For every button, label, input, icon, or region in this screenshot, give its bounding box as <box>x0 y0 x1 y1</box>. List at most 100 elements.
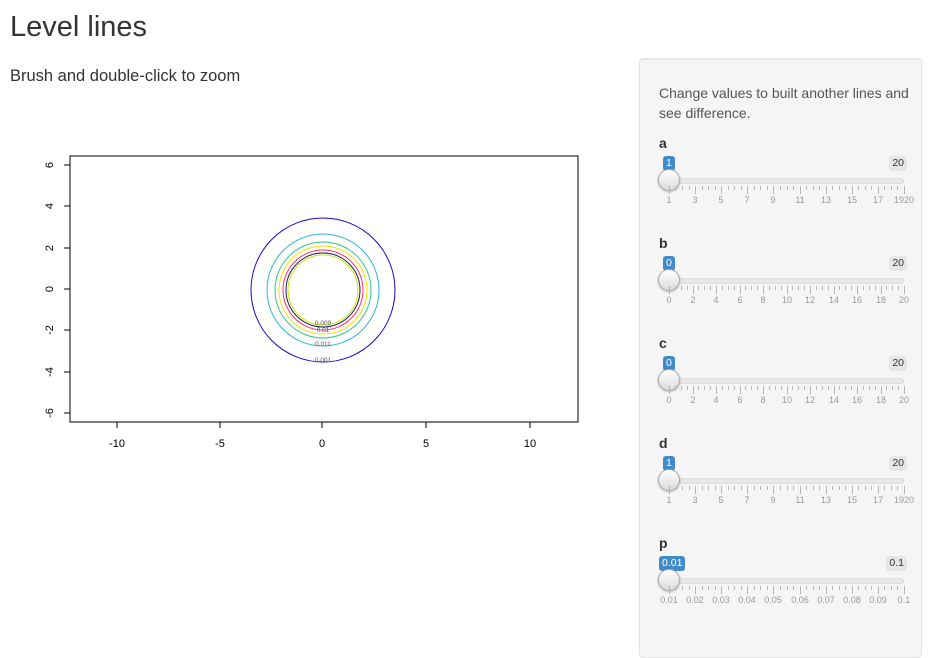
contour-label: 0.01 <box>317 327 330 334</box>
slider-major-tick <box>669 186 670 194</box>
slider-minor-tick <box>806 586 807 590</box>
slider-track[interactable] <box>669 278 904 284</box>
slider-minor-tick <box>793 186 794 190</box>
slider-track[interactable] <box>669 378 904 384</box>
slider-minor-tick <box>676 486 677 490</box>
slider-major-tick <box>693 386 694 394</box>
slider-minor-tick <box>839 286 840 290</box>
slider-minor-tick <box>845 486 846 490</box>
slider-track[interactable] <box>669 178 904 184</box>
slider-minor-tick <box>760 186 761 190</box>
slider-track[interactable] <box>669 578 904 584</box>
slider-minor-tick <box>819 586 820 590</box>
slider-major-tick <box>773 586 774 594</box>
y-tick-label: -6 <box>44 408 56 418</box>
slider-minor-tick <box>798 286 799 290</box>
slider-minor-tick <box>832 586 833 590</box>
y-tick-label: -4 <box>44 367 56 377</box>
y-tick-label: 4 <box>44 203 56 209</box>
slider-minor-tick <box>819 486 820 490</box>
slider-tick-label: 1920 <box>893 495 915 505</box>
level-lines-plot[interactable]: -10 -5 0 5 10 6 4 2 0 -2 -4 -6 0.009 0.01 0.011 0.001 <box>28 140 588 460</box>
slider-minor-tick <box>884 186 885 190</box>
slider-minor-tick <box>780 486 781 490</box>
slider-minor-tick <box>781 286 782 290</box>
slider-major-tick <box>669 286 670 294</box>
slider-major-tick <box>721 586 722 594</box>
slider-minor-tick <box>702 586 703 590</box>
slider-tick-label: 14 <box>828 395 840 405</box>
x-tick-label: 0 <box>319 438 325 450</box>
slider-minor-tick <box>839 186 840 190</box>
slider-tick-label: 3 <box>692 495 698 505</box>
slider-tick-label: 8 <box>760 395 766 405</box>
plot-box[interactable] <box>69 155 579 423</box>
slider-minor-tick <box>741 186 742 190</box>
slider-c[interactable]: c 0 20 0 2 4 6 8 10 12 14 16 18 20 <box>658 335 909 415</box>
slider-minor-tick <box>751 286 752 290</box>
slider-minor-tick <box>787 486 788 490</box>
slider-minor-tick <box>891 486 892 490</box>
slider-minor-tick <box>769 286 770 290</box>
slider-minor-tick <box>681 386 682 390</box>
slider-major-tick <box>810 286 811 294</box>
slider-minor-tick <box>897 186 898 190</box>
slider-tick-label: 0.1 <box>897 595 911 605</box>
slider-tick-label: 0.09 <box>869 595 887 605</box>
slider-major-tick <box>693 286 694 294</box>
slider-a[interactable]: a 1 20 1 3 5 7 9 11 13 15 17 1920 <box>658 135 914 215</box>
slider-p[interactable]: p 0.01 0.1 0.01 0.02 0.03 0.04 0.05 0.06 0.07 0.08… <box>658 535 910 615</box>
slider-minor-tick <box>710 286 711 290</box>
slider-tick-label: 5 <box>718 195 724 205</box>
page-subtitle: Brush and double-click to zoom <box>10 67 241 85</box>
slider-tick-label: 0.07 <box>817 595 835 605</box>
slider-major-tick <box>904 186 905 194</box>
slider-track[interactable] <box>669 478 904 484</box>
slider-major-tick <box>810 386 811 394</box>
slider-b[interactable]: b 0 20 0 2 4 6 8 10 12 14 16 18 20 <box>658 235 910 315</box>
slider-tick-label: 18 <box>875 295 887 305</box>
slider-minor-tick <box>897 486 898 490</box>
slider-minor-tick <box>710 386 711 390</box>
slider-tick-label: 1920 <box>893 195 915 205</box>
slider-minor-tick <box>858 486 859 490</box>
slider-major-tick <box>881 386 882 394</box>
slider-major-tick <box>904 286 905 294</box>
x-tick-label: -5 <box>215 438 225 450</box>
slider-tick-label: 4 <box>713 395 719 405</box>
slider-major-tick <box>826 586 827 594</box>
slider-minor-tick <box>676 586 677 590</box>
slider-minor-tick <box>775 286 776 290</box>
slider-major-tick <box>763 386 764 394</box>
slider-tick-label: 20 <box>898 295 910 305</box>
slider-minor-tick <box>734 586 735 590</box>
slider-tick-label: 2 <box>690 395 696 405</box>
slider-minor-tick <box>869 386 870 390</box>
contour-label: 0.011 <box>315 341 331 348</box>
x-tick-label: 5 <box>423 438 429 450</box>
sidebar-help-text: Change values to built another lines and… <box>659 85 909 121</box>
y-tick-label: 2 <box>44 245 56 251</box>
slider-minor-tick <box>734 186 735 190</box>
slider-minor-tick <box>792 386 793 390</box>
slider-minor-tick <box>754 486 755 490</box>
slider-major-tick <box>881 286 882 294</box>
slider-minor-tick <box>728 286 729 290</box>
slider-minor-tick <box>757 286 758 290</box>
slider-minor-tick <box>676 186 677 190</box>
slider-major-tick <box>878 486 879 494</box>
slider-tick-label: 4 <box>713 295 719 305</box>
slider-major-tick <box>852 586 853 594</box>
slider-tick-label: 17 <box>872 195 884 205</box>
slider-label: c <box>659 335 667 351</box>
slider-minor-tick <box>828 386 829 390</box>
slider-tick-label: 12 <box>804 395 816 405</box>
slider-minor-tick <box>832 186 833 190</box>
slider-d[interactable]: d 1 20 1 3 5 7 9 11 13 15 17 1920 <box>658 435 914 515</box>
slider-tick-label: 0.08 <box>843 595 861 605</box>
slider-value-badge: 0.01 <box>659 556 686 571</box>
slider-tick-label: 0.02 <box>686 595 704 605</box>
slider-minor-tick <box>813 586 814 590</box>
slider-minor-tick <box>886 286 887 290</box>
